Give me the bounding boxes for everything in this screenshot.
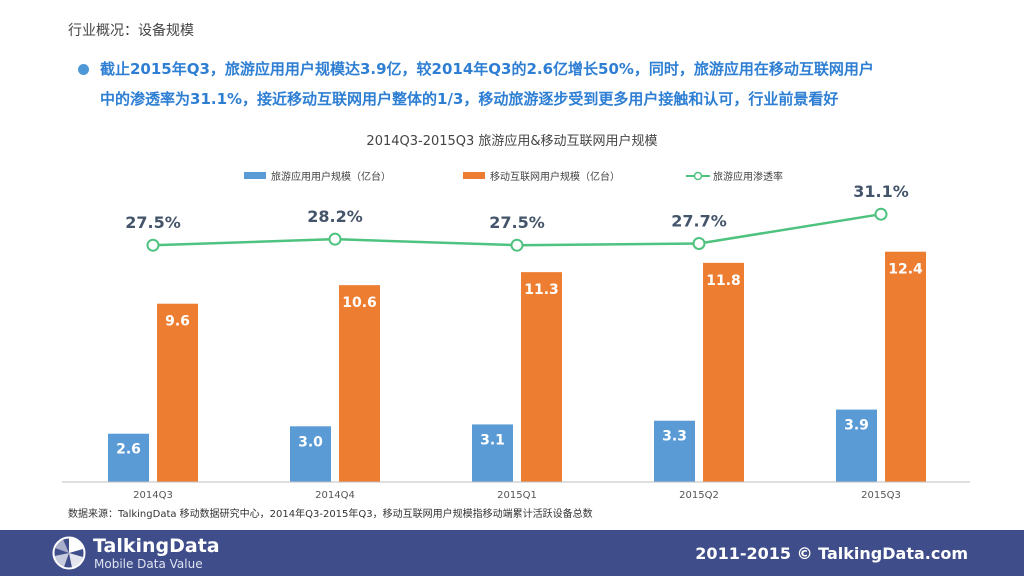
penetration-point-2014Q4: [328, 232, 342, 246]
data-label-travel-2014Q3: 2.6: [116, 442, 141, 458]
penetration-label-2015Q2: 27.7%: [671, 211, 727, 230]
legend-marker-2: [693, 171, 703, 181]
data-label-travel-2015Q2: 3.3: [662, 429, 687, 445]
bar-travel-2015Q3: [836, 409, 877, 482]
penetration-point-2015Q2: [692, 236, 706, 250]
x-tick-labels: 2014Q3 2014Q4 2015Q1 2015Q2 2015Q3: [133, 490, 901, 501]
talkingdata-logo-icon: [52, 536, 86, 570]
data-label-mobile-2014Q4: 10.6: [342, 295, 377, 311]
x-tick-label-2014Q3: 2014Q3: [133, 490, 173, 501]
brand-name: TalkingData: [93, 535, 220, 557]
bar-travel-2015Q2: [654, 420, 695, 482]
x-tick-label-2015Q1: 2015Q1: [497, 490, 537, 501]
x-tick-label-2014Q4: 2014Q4: [315, 490, 355, 501]
bar-mobile-2014Q3: [157, 303, 198, 482]
penetration-label-2015Q1: 27.5%: [489, 213, 545, 232]
penetration-label-2014Q4: 28.2%: [307, 207, 363, 226]
bar-mobile-2015Q2: [703, 262, 744, 482]
source-note: 数据来源：TalkingData 移动数据研究中心，2014年Q3-2015年Q…: [68, 509, 593, 520]
bar-mobile-2015Q3: [885, 251, 926, 482]
summary-line-1: 截止2015年Q3，旅游应用用户规模达3.9亿，较2014年Q3的2.6亿增长5…: [100, 60, 874, 78]
bar-mobile-2014Q4: [339, 285, 380, 482]
legend-label-1: 移动互联网用户规模（亿台）: [490, 170, 620, 183]
bar-travel-2015Q1: [472, 424, 513, 482]
data-label-mobile-2015Q1: 11.3: [524, 282, 559, 298]
copyright: 2011-2015 © TalkingData.com: [695, 544, 968, 563]
breadcrumb: 行业概况：设备规模: [68, 23, 194, 39]
penetration-line-group: 27.5% 28.2% 27.5% 27.7% 31.1%: [125, 182, 909, 252]
legend-swatch-1: [463, 172, 485, 179]
footer-bar: TalkingData Mobile Data Value 2011-2015 …: [0, 530, 1024, 576]
legend-label-2: 旅游应用渗透率: [713, 170, 783, 183]
penetration-point-2014Q3: [146, 238, 160, 252]
summary-line-2: 中的渗透率为31.1%，接近移动互联网用户整体的1/3，移动旅游逐步受到更多用户…: [100, 90, 839, 108]
data-label-mobile-2015Q3: 12.4: [888, 262, 923, 278]
bullet-dot-icon: [78, 64, 89, 75]
bar-travel-2014Q4: [290, 426, 331, 482]
penetration-label-2015Q3: 31.1%: [853, 182, 909, 201]
data-label-mobile-2015Q2: 11.8: [706, 273, 741, 289]
bar-travel-2014Q3: [108, 433, 149, 482]
legend-label-0: 旅游应用用户规模（亿台）: [271, 170, 391, 183]
x-tick-label-2015Q2: 2015Q2: [679, 490, 719, 501]
data-label-travel-2015Q1: 3.1: [480, 432, 505, 448]
chart-title: 2014Q3-2015Q3 旅游应用&移动互联网用户规模: [366, 133, 657, 149]
x-tick-label-2015Q3: 2015Q3: [861, 490, 901, 501]
chart: 2014Q3-2015Q3 旅游应用&移动互联网用户规模 旅游应用用户规模（亿台…: [62, 133, 970, 501]
chart-legend: 旅游应用用户规模（亿台） 移动互联网用户规模（亿台） 旅游应用渗透率: [244, 170, 783, 183]
data-label-mobile-2014Q3: 9.6: [165, 314, 190, 330]
data-label-travel-2014Q4: 3.0: [298, 434, 323, 450]
bar-mobile-2015Q1: [521, 272, 562, 482]
penetration-point-2015Q1: [510, 238, 524, 252]
brand-tagline: Mobile Data Value: [94, 557, 203, 571]
penetration-label-2014Q3: 27.5%: [125, 213, 181, 232]
bars-group: 2.6 9.6 3.0 10.6 3.1 11.3 3.3 11.8 3.9 12.4: [108, 251, 926, 482]
penetration-point-2015Q3: [874, 207, 888, 221]
data-label-travel-2015Q3: 3.9: [844, 418, 869, 434]
legend-swatch-0: [244, 172, 266, 179]
